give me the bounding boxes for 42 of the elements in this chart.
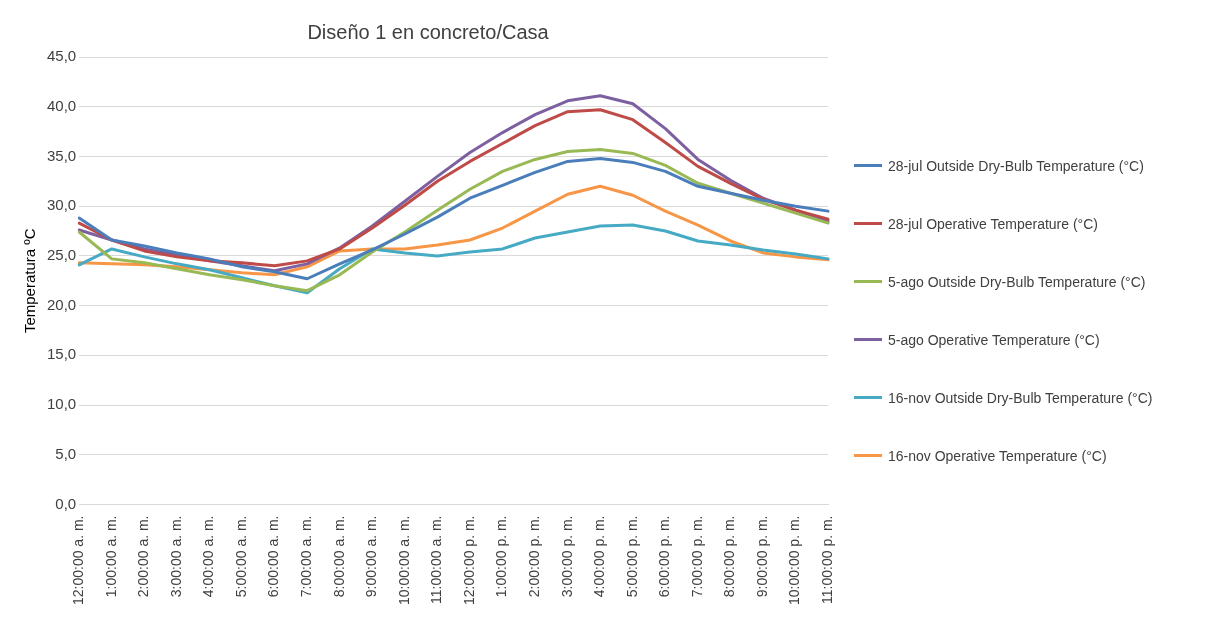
x-tick-label: 8:00:00 p. m. bbox=[721, 515, 738, 598]
x-tick-label: 9:00:00 a. m. bbox=[363, 515, 380, 598]
x-tick-label: 11:00:00 a. m. bbox=[428, 515, 445, 604]
y-axis-title: Temperatura ºC bbox=[21, 228, 39, 334]
x-tick-label: 6:00:00 a. m. bbox=[265, 515, 282, 598]
y-tick-label: 20,0 bbox=[46, 295, 77, 313]
x-tick-label: 5:00:00 p. m. bbox=[623, 515, 640, 598]
x-tick-label: 4:00:00 a. m. bbox=[200, 515, 217, 598]
x-tick-label: 9:00:00 p. m. bbox=[753, 515, 770, 598]
legend-label: 16-nov Operative Temperature (°C) bbox=[888, 447, 1107, 464]
legend-label: 5-ago Operative Temperature (°C) bbox=[888, 331, 1100, 348]
x-tick-label: 7:00:00 a. m. bbox=[298, 515, 315, 598]
x-tick-label: 8:00:00 a. m. bbox=[330, 515, 347, 598]
x-tick-label: 12:00:00 p. m. bbox=[460, 515, 477, 606]
y-tick-label: 35,0 bbox=[46, 146, 77, 164]
legend-label: 16-nov Outside Dry-Bulb Temperature (°C) bbox=[888, 389, 1153, 406]
legend-label: 28-jul Outside Dry-Bulb Temperature (°C) bbox=[888, 157, 1144, 174]
x-tick-label: 1:00:00 a. m. bbox=[102, 515, 119, 598]
x-tick-label: 4:00:00 p. m. bbox=[591, 515, 608, 598]
y-tick-label: 30,0 bbox=[46, 196, 77, 214]
x-tick-label: 10:00:00 p. m. bbox=[786, 515, 803, 606]
x-tick-label: 5:00:00 a. m. bbox=[232, 515, 249, 598]
x-tick-label: 6:00:00 p. m. bbox=[656, 515, 673, 598]
legend-label: 28-jul Operative Temperature (°C) bbox=[888, 215, 1098, 232]
y-tick-label: 25,0 bbox=[46, 246, 77, 264]
y-tick-label: 15,0 bbox=[46, 345, 77, 363]
x-tick-label: 7:00:00 p. m. bbox=[688, 515, 705, 598]
x-tick-label: 1:00:00 p. m. bbox=[493, 515, 510, 598]
legend-label: 5-ago Outside Dry-Bulb Temperature (°C) bbox=[888, 273, 1146, 290]
y-tick-label: 40,0 bbox=[46, 96, 77, 114]
x-tick-label: 3:00:00 p. m. bbox=[558, 515, 575, 598]
chart-title: Diseño 1 en concreto/Casa bbox=[307, 20, 550, 43]
x-tick-label: 10:00:00 a. m. bbox=[395, 515, 412, 606]
y-tick-label: 10,0 bbox=[46, 395, 77, 413]
x-tick-label: 2:00:00 a. m. bbox=[135, 515, 152, 598]
y-tick-label: 0,0 bbox=[55, 494, 77, 512]
x-tick-label: 3:00:00 a. m. bbox=[167, 515, 184, 598]
y-tick-label: 5,0 bbox=[55, 444, 77, 462]
x-tick-label: 11:00:00 p. m. bbox=[819, 515, 836, 604]
x-tick-label: 12:00:00 a. m. bbox=[70, 515, 87, 606]
y-tick-label: 45,0 bbox=[46, 47, 77, 65]
x-tick-label: 2:00:00 p. m. bbox=[525, 515, 542, 598]
